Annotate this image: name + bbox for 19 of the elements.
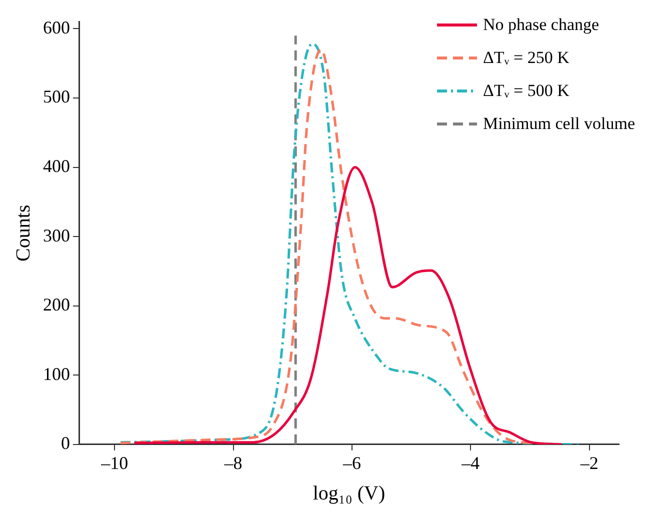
x-tick-label: –10: [100, 452, 128, 473]
x-axis-title: log₁₀ (V): [312, 482, 386, 504]
x-tick-label: –8: [223, 452, 242, 473]
line-series: [132, 166, 563, 444]
legend-label: ΔTᵥ = 500 K: [482, 80, 570, 102]
legend-label: No phase change: [482, 14, 600, 36]
y-tick-label: 500: [43, 86, 70, 107]
y-tick-label: 100: [43, 364, 70, 384]
x-tick-label: –6: [342, 452, 361, 473]
y-tick-label: 0: [61, 433, 70, 454]
legend-label: ΔTᵥ = 250 K: [482, 47, 570, 69]
x-tick-label: –4: [460, 452, 480, 473]
y-tick-label: 600: [43, 17, 70, 38]
y-tick-label: 200: [43, 294, 70, 315]
y-tick-label: 300: [43, 225, 70, 246]
x-tick-label: –2: [579, 452, 598, 473]
y-axis-title: Counts: [12, 204, 34, 262]
legend-label: Minimum cell volume: [482, 113, 635, 135]
y-tick-label: 400: [43, 156, 70, 176]
